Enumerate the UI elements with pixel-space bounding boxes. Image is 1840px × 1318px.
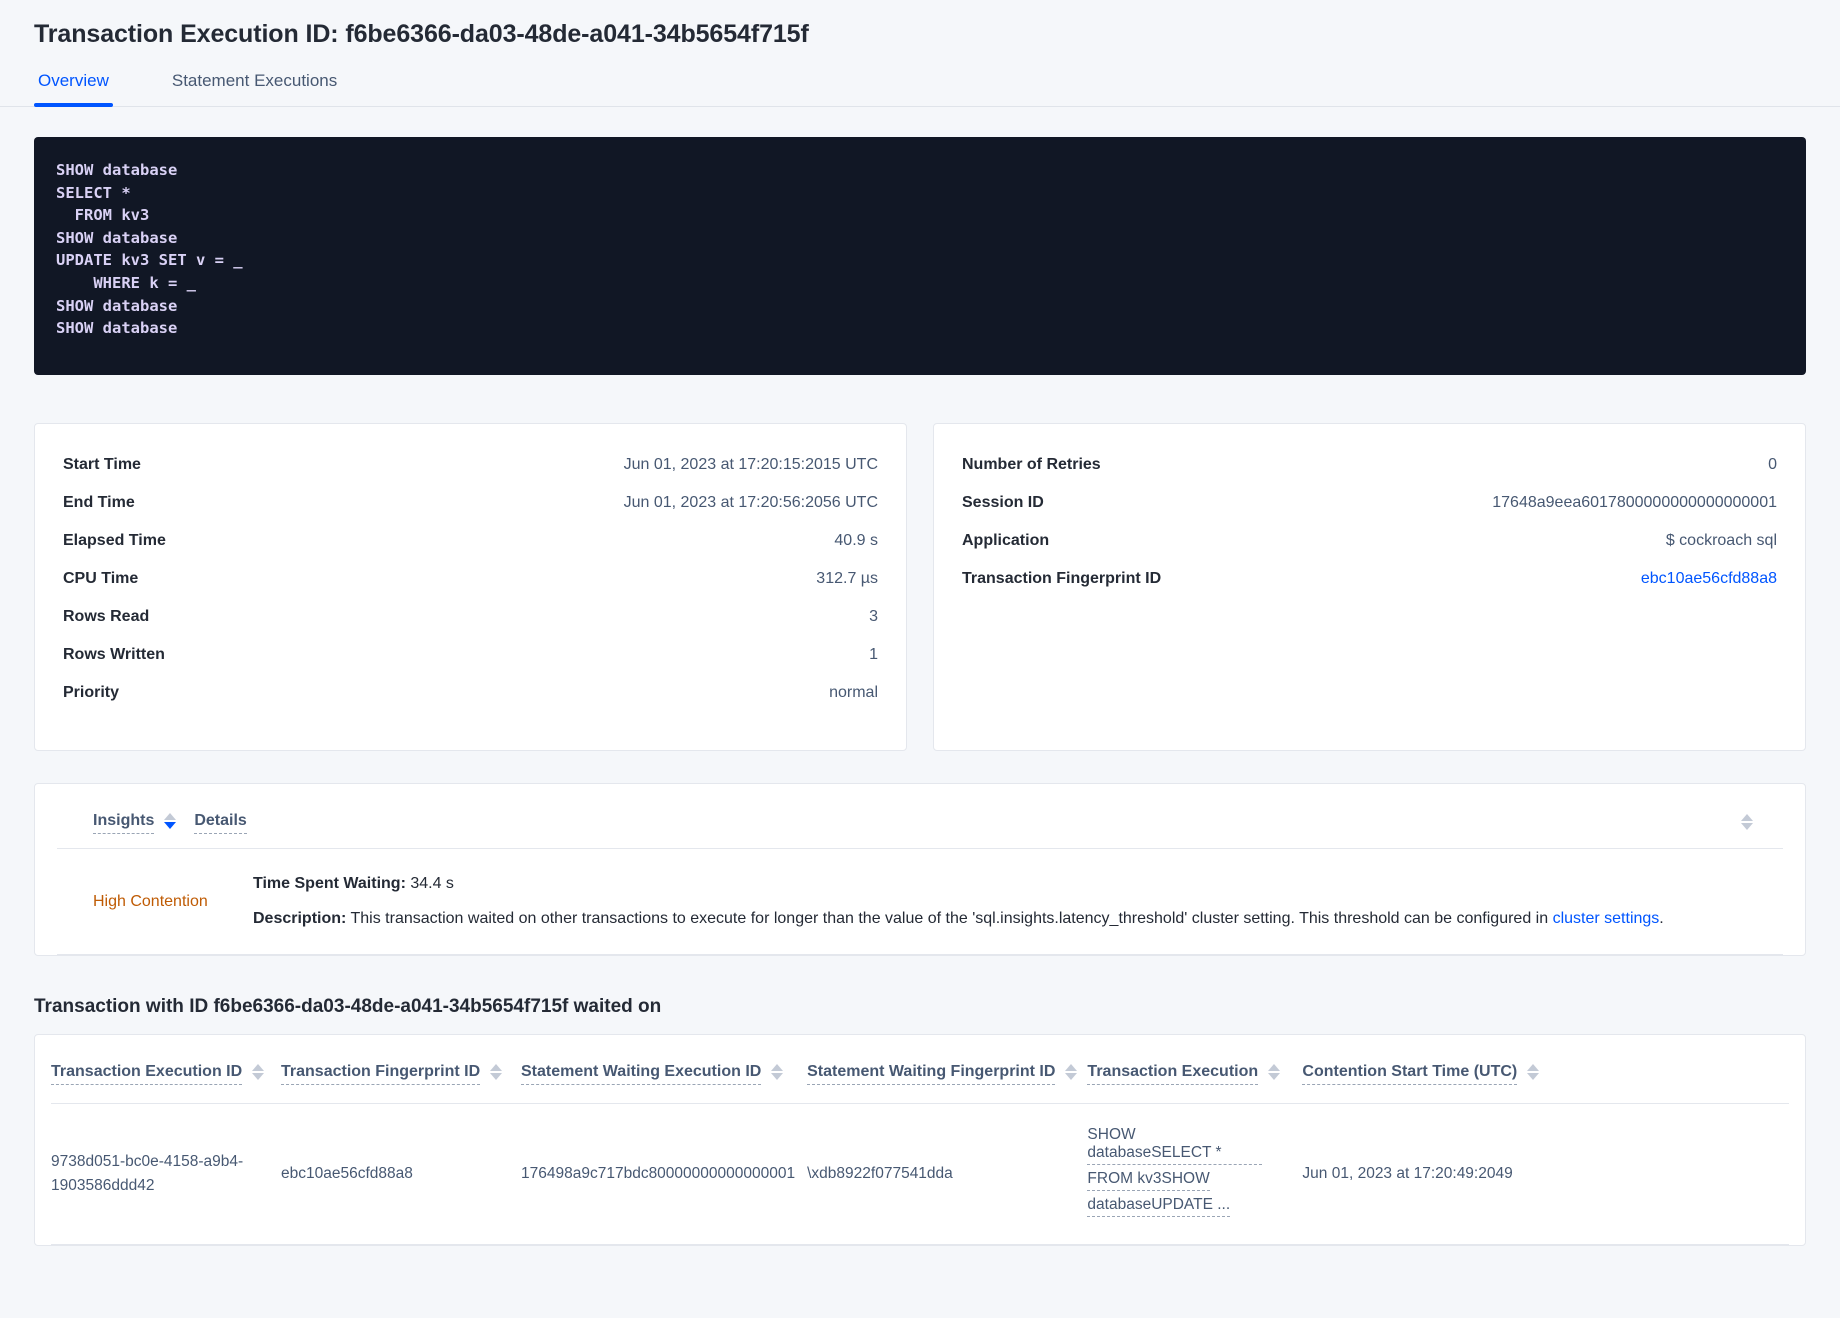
table-row: 9738d051-bc0e-4158-a9b4-1903586ddd42 ebc… — [51, 1103, 1789, 1245]
column-label[interactable]: Contention Start Time (UTC) — [1302, 1063, 1518, 1085]
insight-details: Time Spent Waiting: 34.4 s Description: … — [253, 871, 1664, 932]
session-details-panel: Number of Retries 0 Session ID 17648a9ee… — [933, 423, 1806, 751]
column-header-statement-waiting-fingerprint-id: Statement Waiting Fingerprint ID — [807, 1035, 1087, 1104]
tab-overview[interactable]: Overview — [34, 71, 113, 107]
time-spent-waiting-value: 34.4 s — [410, 875, 454, 892]
insight-time-spent-waiting: Time Spent Waiting: 34.4 s — [253, 871, 1664, 897]
column-label[interactable]: Statement Waiting Fingerprint ID — [807, 1063, 1056, 1085]
time-spent-waiting-label: Time Spent Waiting: — [253, 875, 406, 892]
cell-transaction-execution[interactable]: SHOW databaseSELECT * FROM kv3SHOW datab… — [1087, 1103, 1303, 1245]
cell-contention-start-time: Jun 01, 2023 at 17:20:49:2049 — [1302, 1103, 1789, 1245]
transaction-execution-line-1[interactable]: SHOW databaseSELECT * — [1087, 1126, 1263, 1165]
column-header-statement-waiting-execution-id: Statement Waiting Execution ID — [521, 1035, 807, 1104]
detail-label: CPU Time — [63, 570, 139, 587]
detail-row-rows-written: Rows Written 1 — [63, 636, 878, 674]
detail-value: 40.9 s — [834, 532, 878, 549]
detail-row-application: Application $ cockroach sql — [962, 522, 1777, 560]
sort-statement-waiting-fingerprint-id-icon[interactable] — [1065, 1064, 1078, 1080]
detail-row-number-of-retries: Number of Retries 0 — [962, 446, 1777, 484]
transaction-detail-page: Transaction Execution ID: f6be6366-da03-… — [0, 20, 1840, 1246]
execution-details-panel: Start Time Jun 01, 2023 at 17:20:15:2015… — [34, 423, 907, 751]
detail-label: End Time — [63, 494, 135, 511]
cell-statement-waiting-execution-id: 176498a9c717bdc80000000000000001 — [521, 1103, 808, 1245]
transaction-execution-line-3[interactable]: databaseUPDATE ... — [1087, 1196, 1231, 1217]
column-header-details[interactable]: Details — [194, 812, 247, 834]
column-header-transaction-execution: Transaction Execution — [1087, 1035, 1302, 1104]
waited-on-table-card: Transaction Execution ID Transaction Fin… — [34, 1034, 1806, 1246]
sql-code-section: SHOW database SELECT * FROM kv3 SHOW dat… — [0, 107, 1840, 375]
waited-on-section: Transaction Execution ID Transaction Fin… — [0, 1018, 1840, 1246]
insight-name-badge[interactable]: High Contention — [93, 892, 208, 910]
sql-code-text: SHOW database SELECT * FROM kv3 SHOW dat… — [56, 161, 243, 338]
waited-on-table-head: Transaction Execution ID Transaction Fin… — [51, 1035, 1789, 1104]
sort-details-icon[interactable] — [1741, 814, 1753, 830]
insights-section: Insights Details High Contention Time Sp… — [0, 751, 1840, 956]
tab-statement-executions[interactable]: Statement Executions — [171, 71, 338, 90]
detail-label: Number of Retries — [962, 456, 1101, 473]
detail-value: Jun 01, 2023 at 17:20:56:2056 UTC — [623, 494, 878, 511]
detail-row-priority: Priority normal — [63, 674, 878, 712]
insight-description: Description: This transaction waited on … — [253, 906, 1664, 932]
summary-panels: Start Time Jun 01, 2023 at 17:20:15:2015… — [0, 375, 1840, 751]
detail-label: Transaction Fingerprint ID — [962, 570, 1162, 587]
column-label[interactable]: Transaction Fingerprint ID — [281, 1063, 481, 1085]
transaction-execution-line-2[interactable]: FROM kv3SHOW — [1087, 1170, 1210, 1191]
detail-value: $ cockroach sql — [1665, 532, 1777, 549]
waited-on-title: Transaction with ID f6be6366-da03-48de-a… — [34, 996, 662, 1017]
column-header-contention-start-time: Contention Start Time (UTC) — [1302, 1035, 1789, 1104]
tab-bar: Overview Statement Executions — [0, 49, 1840, 107]
sort-transaction-fingerprint-id-icon[interactable] — [490, 1064, 503, 1080]
detail-value: 0 — [1768, 456, 1777, 473]
waited-on-table-body: 9738d051-bc0e-4158-a9b4-1903586ddd42 ebc… — [51, 1103, 1789, 1245]
detail-row-end-time: End Time Jun 01, 2023 at 17:20:56:2056 U… — [63, 484, 878, 522]
insights-row: High Contention Time Spent Waiting: 34.4… — [57, 848, 1783, 955]
column-header-transaction-fingerprint-id: Transaction Fingerprint ID — [281, 1035, 521, 1104]
sort-transaction-execution-icon[interactable] — [1268, 1064, 1281, 1080]
detail-row-rows-read: Rows Read 3 — [63, 598, 878, 636]
cell-transaction-execution-id: 9738d051-bc0e-4158-a9b4-1903586ddd42 — [51, 1103, 281, 1245]
detail-row-session-id: Session ID 17648a9eea6017800000000000000… — [962, 484, 1777, 522]
detail-row-elapsed-time: Elapsed Time 40.9 s — [63, 522, 878, 560]
detail-label: Application — [962, 532, 1050, 549]
description-text: This transaction waited on other transac… — [350, 910, 1549, 927]
column-header-transaction-execution-id: Transaction Execution ID — [51, 1035, 281, 1104]
cell-statement-waiting-fingerprint-id: \xdb8922f077541dda — [807, 1103, 1088, 1245]
column-label[interactable]: Transaction Execution — [1087, 1063, 1259, 1085]
sql-code-block: SHOW database SELECT * FROM kv3 SHOW dat… — [34, 137, 1806, 375]
transaction-fingerprint-id-link[interactable]: ebc10ae56cfd88a8 — [1640, 570, 1777, 587]
detail-label: Rows Written — [63, 646, 165, 663]
detail-label: Priority — [63, 684, 120, 701]
detail-value: 1 — [869, 646, 878, 663]
cluster-settings-link[interactable]: cluster settings — [1552, 910, 1660, 927]
detail-value: 17648a9eea6017800000000000000001 — [1492, 494, 1777, 511]
description-label: Description: — [253, 910, 347, 927]
description-tail: . — [1659, 910, 1664, 927]
detail-label: Rows Read — [63, 608, 150, 625]
cell-transaction-fingerprint-id: ebc10ae56cfd88a8 — [281, 1103, 521, 1245]
detail-row-transaction-fingerprint-id: Transaction Fingerprint ID ebc10ae56cfd8… — [962, 560, 1777, 598]
sort-contention-start-time-icon[interactable] — [1527, 1064, 1540, 1080]
detail-value: 3 — [869, 608, 878, 625]
detail-row-cpu-time: CPU Time 312.7 µs — [63, 560, 878, 598]
waited-on-table: Transaction Execution ID Transaction Fin… — [51, 1035, 1789, 1245]
sort-statement-waiting-execution-id-icon[interactable] — [771, 1064, 784, 1080]
sort-insights-icon[interactable] — [164, 813, 177, 829]
column-label[interactable]: Transaction Execution ID — [51, 1063, 243, 1085]
detail-value: 312.7 µs — [816, 570, 878, 587]
detail-label: Start Time — [63, 456, 141, 473]
table-header-row: Transaction Execution ID Transaction Fin… — [51, 1035, 1789, 1104]
insights-card: Insights Details High Contention Time Sp… — [34, 783, 1806, 956]
sort-transaction-execution-id-icon[interactable] — [252, 1064, 265, 1080]
detail-value: Jun 01, 2023 at 17:20:15:2015 UTC — [623, 456, 878, 473]
page-title: Transaction Execution ID: f6be6366-da03-… — [34, 20, 809, 48]
detail-row-start-time: Start Time Jun 01, 2023 at 17:20:15:2015… — [63, 446, 878, 484]
column-label[interactable]: Statement Waiting Execution ID — [521, 1063, 762, 1085]
column-header-insights[interactable]: Insights — [93, 812, 155, 834]
detail-value: normal — [829, 684, 878, 701]
detail-label: Session ID — [962, 494, 1044, 511]
detail-label: Elapsed Time — [63, 532, 166, 549]
insights-table-header: Insights Details — [57, 784, 1783, 848]
